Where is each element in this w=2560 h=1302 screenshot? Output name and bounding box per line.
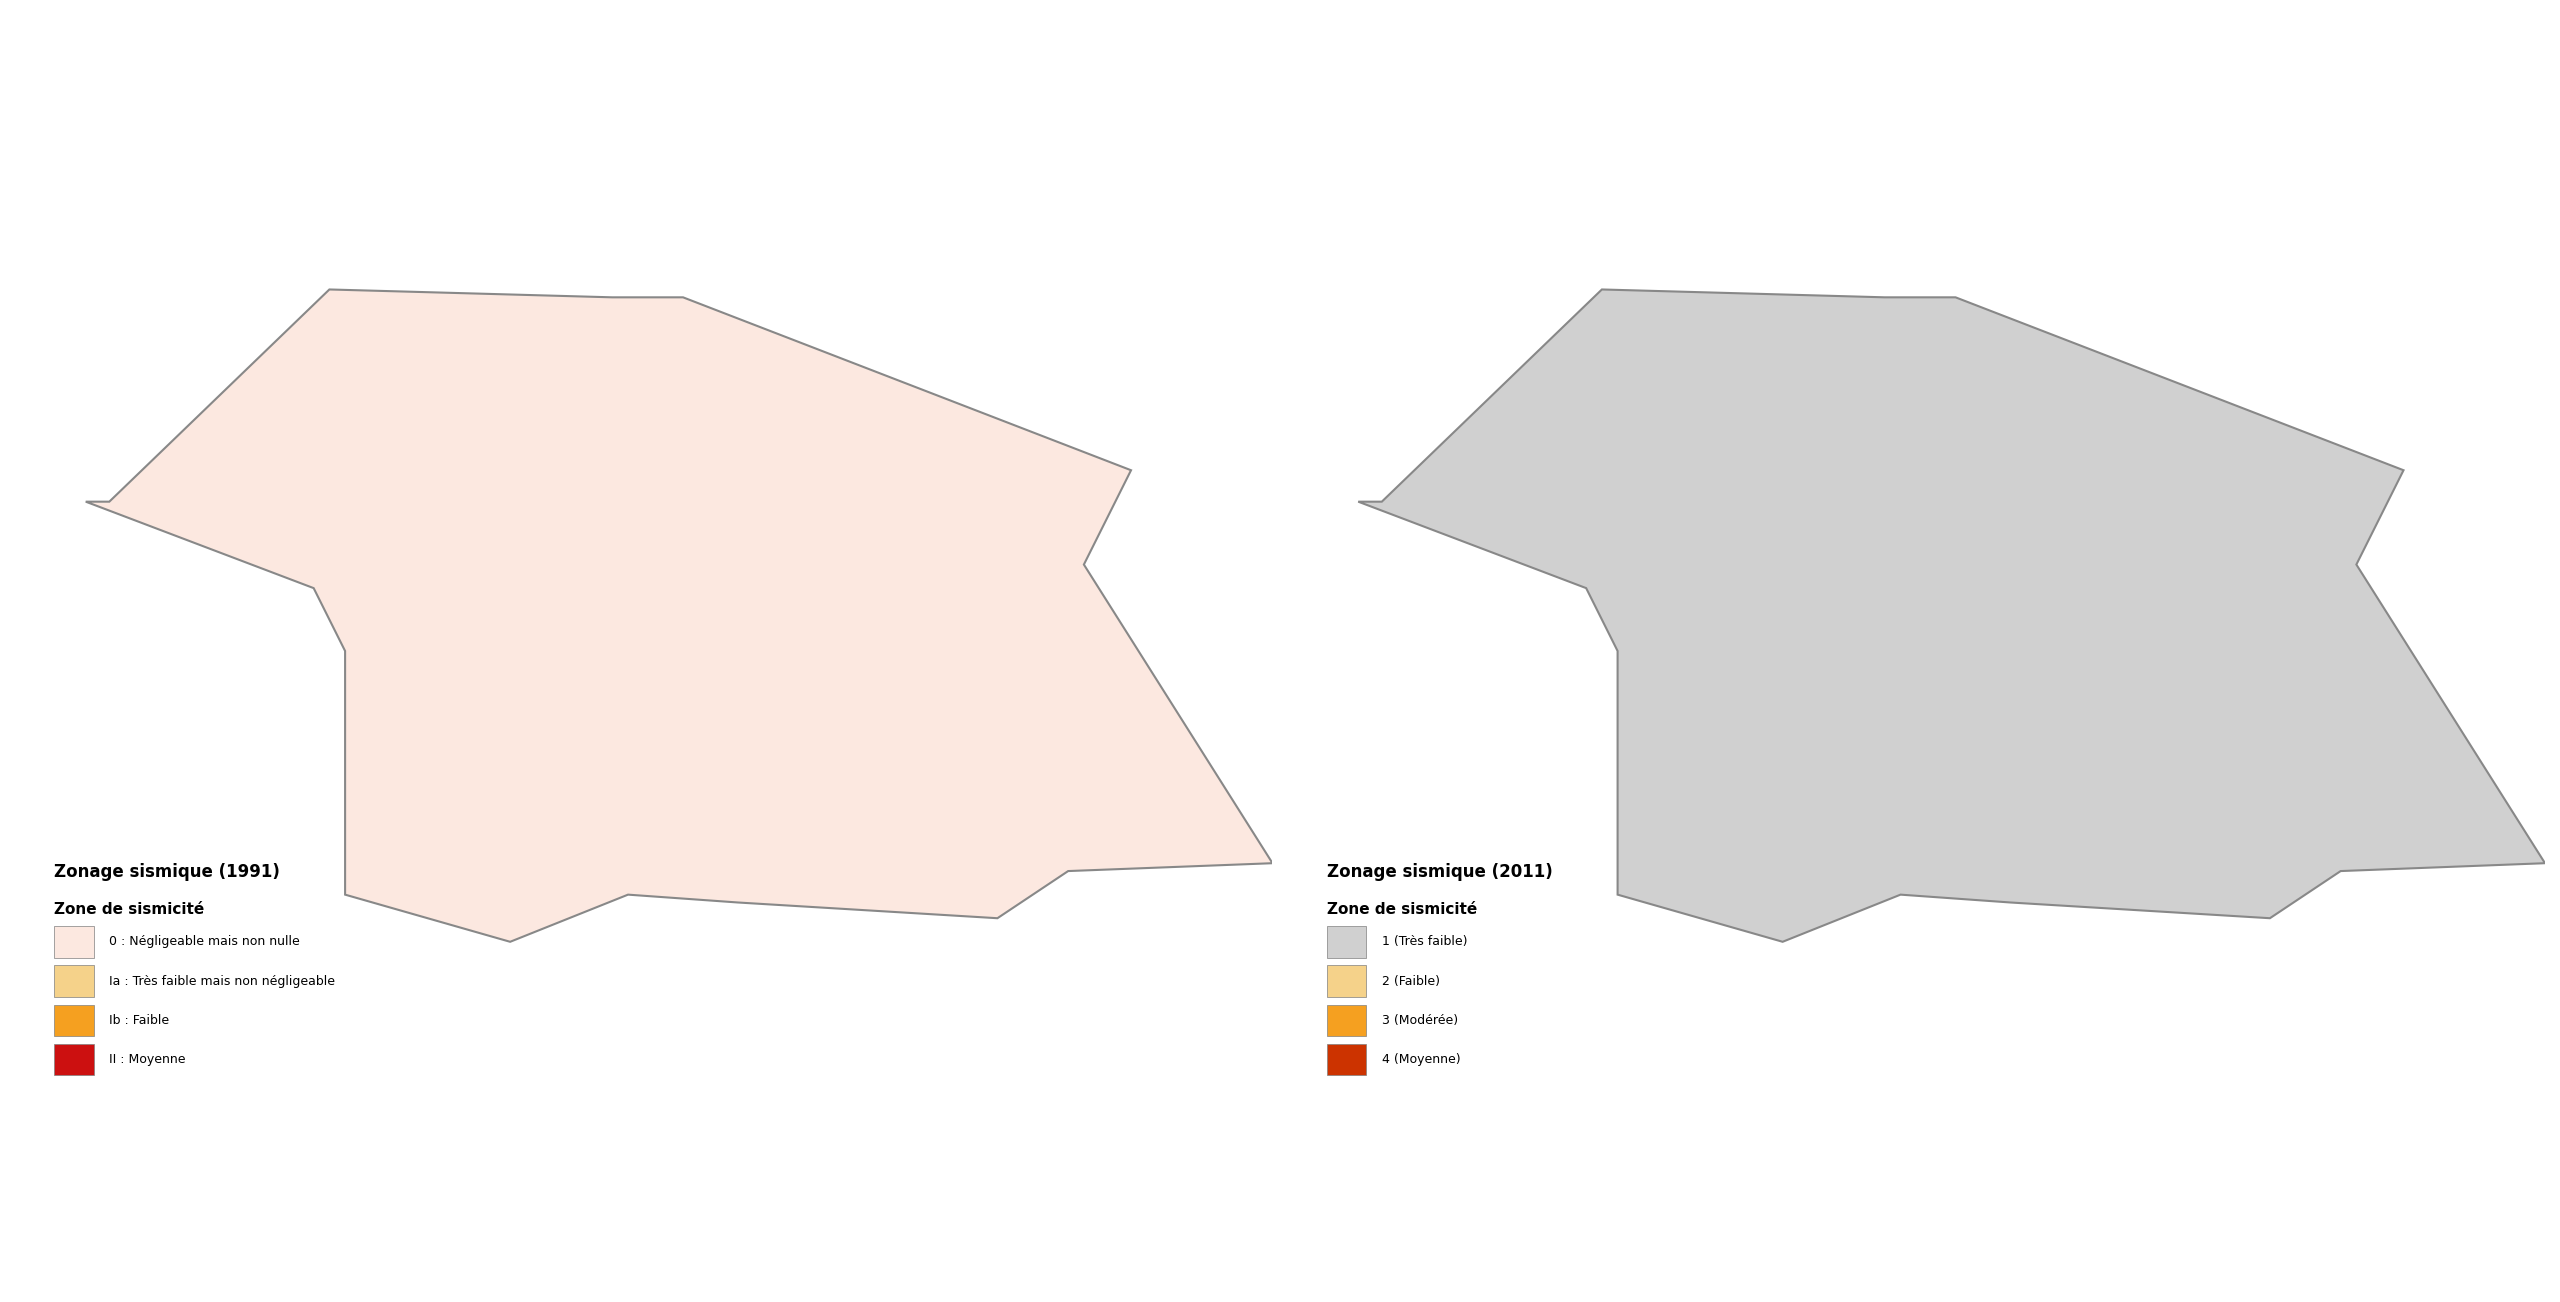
Polygon shape xyxy=(84,289,1272,941)
Text: Zonage sismique (1991): Zonage sismique (1991) xyxy=(54,863,279,881)
Text: II : Moyenne: II : Moyenne xyxy=(110,1053,187,1066)
Text: 1 (Très faible): 1 (Très faible) xyxy=(1382,935,1467,948)
Polygon shape xyxy=(1326,1005,1367,1036)
Polygon shape xyxy=(54,1044,95,1075)
Polygon shape xyxy=(1326,1044,1367,1075)
Text: Ia : Très faible mais non négligeable: Ia : Très faible mais non négligeable xyxy=(110,975,335,988)
Text: Ib : Faible: Ib : Faible xyxy=(110,1014,169,1027)
Text: Zone de sismicité: Zone de sismicité xyxy=(1326,902,1477,918)
Text: 3 (Modérée): 3 (Modérée) xyxy=(1382,1014,1459,1027)
Polygon shape xyxy=(1359,289,2545,941)
Text: Zonage sismique (2011): Zonage sismique (2011) xyxy=(1326,863,1551,881)
Text: 2 (Faible): 2 (Faible) xyxy=(1382,975,1439,988)
Text: 0 : Négligeable mais non nulle: 0 : Négligeable mais non nulle xyxy=(110,935,300,948)
Text: Zone de sismicité: Zone de sismicité xyxy=(54,902,205,918)
Polygon shape xyxy=(54,1005,95,1036)
Polygon shape xyxy=(54,965,95,997)
Polygon shape xyxy=(1326,965,1367,997)
Polygon shape xyxy=(1326,926,1367,957)
Text: 4 (Moyenne): 4 (Moyenne) xyxy=(1382,1053,1459,1066)
Polygon shape xyxy=(54,926,95,957)
